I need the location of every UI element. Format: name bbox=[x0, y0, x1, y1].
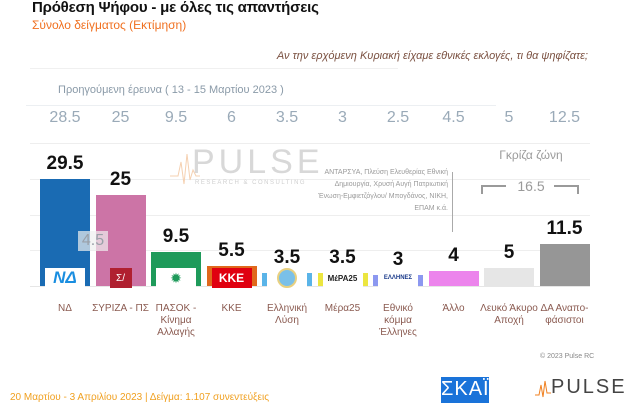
bar-value: 3 bbox=[392, 249, 404, 271]
note-pointer-line bbox=[452, 172, 453, 232]
footnote: 20 Μαρτίου - 3 Απριλίου 2023 | Δείγμα: 1… bbox=[10, 392, 270, 403]
divider bbox=[26, 105, 496, 106]
category-label: Μέρα25 bbox=[324, 303, 361, 314]
bar-value: 11.5 bbox=[546, 218, 583, 240]
skai-logo: ΣΚΑΪ bbox=[441, 377, 489, 403]
previous-value: 9.5 bbox=[164, 109, 188, 126]
party-logo-icon: ΕΛΛΗΝΕΣ bbox=[378, 268, 418, 288]
previous-value: 3.5 bbox=[275, 109, 299, 126]
lead-difference-badge: 4.5 bbox=[78, 231, 108, 251]
other-parties-note: ΑΝΤΑΡΣΥΑ, Πλεύση Ελευθερίας Εθνική Δημιο… bbox=[318, 169, 448, 212]
chart-title: Πρόθεση Ψήφου - με όλες τις απαντήσεις bbox=[32, 0, 319, 16]
previous-value: 5 bbox=[504, 109, 514, 126]
category-label: ΚΚΕ bbox=[221, 303, 242, 314]
previous-value: 3 bbox=[338, 109, 347, 126]
category-label: ΠΑΣΟΚ - Κίνημα Αλλαγής bbox=[155, 303, 197, 338]
pulse-logo: PULSE bbox=[535, 376, 627, 399]
bar-value: 9.5 bbox=[162, 225, 190, 247]
party-logo-icon: ✹ bbox=[156, 268, 196, 288]
bar bbox=[484, 267, 534, 286]
survey-question: Αν την ερχόμενη Κυριακή είχαμε εθνικές ε… bbox=[276, 50, 588, 62]
category-label: ΣΥΡΙΖΑ - ΠΣ bbox=[92, 303, 149, 314]
grey-zone-bracket bbox=[481, 185, 579, 194]
gridline bbox=[30, 250, 590, 251]
bar-value: 5.5 bbox=[218, 240, 245, 262]
bar bbox=[539, 244, 590, 286]
pulse-wave-icon bbox=[535, 380, 551, 398]
chart-subtitle: Σύνολο δείγματος (Εκτίμηση) bbox=[32, 18, 187, 32]
bar-value: 29.5 bbox=[46, 152, 84, 174]
baseline bbox=[30, 286, 590, 287]
previous-survey-label: Προηγούμενη έρευνα ( 13 - 15 Μαρτίου 202… bbox=[58, 84, 284, 96]
previous-value: 4.5 bbox=[442, 109, 465, 126]
bar-value: 4 bbox=[448, 245, 459, 267]
category-label: Άλλο bbox=[442, 303, 465, 314]
previous-value: 28.5 bbox=[49, 109, 81, 126]
pulse-watermark: PULSE RESEARCH & CONSULTING bbox=[170, 143, 320, 188]
bar-value: 3.5 bbox=[273, 247, 301, 269]
gridline bbox=[30, 143, 590, 144]
party-logo-icon: ΚΚΕ bbox=[211, 268, 252, 288]
divider bbox=[30, 68, 398, 69]
grey-zone-value: 16.5 bbox=[517, 178, 545, 194]
pulse-wave-icon bbox=[170, 153, 200, 185]
category-label: Εθνικό κόμμα Έλληνες bbox=[379, 303, 417, 338]
party-logo-icon: ΝΔ bbox=[45, 268, 85, 288]
category-label: ΝΔ bbox=[58, 303, 72, 314]
party-logo-icon: Σ/ bbox=[109, 268, 132, 288]
bar-value: 3.5 bbox=[329, 247, 356, 269]
bar-value: 5 bbox=[503, 241, 515, 263]
bar bbox=[428, 271, 479, 286]
previous-value: 2.5 bbox=[386, 109, 410, 126]
gridline bbox=[30, 179, 590, 180]
category-label: ΔΑ Αναπο- φάσιστοι bbox=[540, 303, 589, 326]
party-logo-icon bbox=[267, 268, 307, 288]
gridline bbox=[30, 215, 590, 216]
bar-value: 25 bbox=[109, 169, 132, 191]
category-label: Λευκό Άκυρο Αποχή bbox=[480, 303, 538, 326]
previous-value: 6 bbox=[227, 109, 236, 126]
party-logo-icon: ΜέΡΑ25 bbox=[322, 268, 363, 288]
grey-zone-title: Γκρίζα ζώνη bbox=[499, 148, 563, 162]
previous-value: 25 bbox=[111, 109, 130, 126]
previous-value: 12.5 bbox=[548, 109, 581, 126]
category-label: Ελληνική Λύση bbox=[266, 303, 307, 326]
copyright: © 2023 Pulse RC bbox=[540, 353, 595, 360]
